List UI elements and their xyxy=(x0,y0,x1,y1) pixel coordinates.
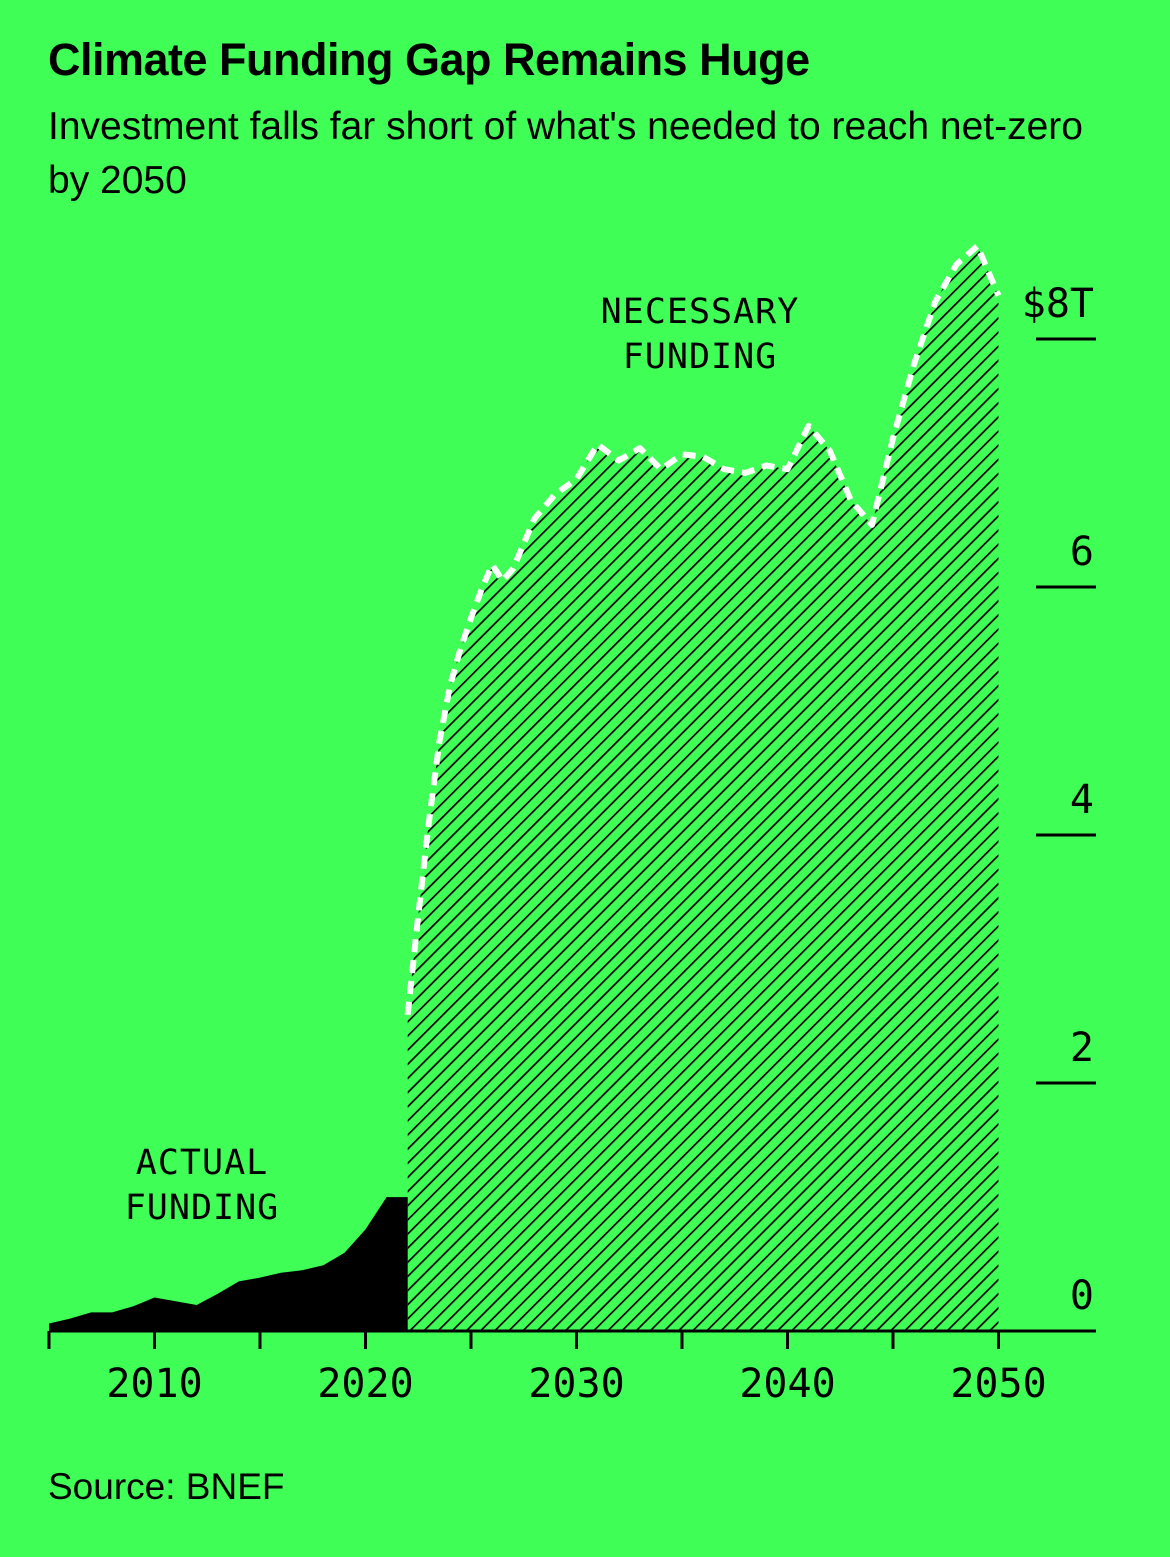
necessary-funding-area xyxy=(407,246,999,1331)
necessary-funding-line xyxy=(404,243,1002,1016)
actual-funding-label-line: ACTUAL xyxy=(136,1143,268,1183)
chart-subtitle: Investment falls far short of what's nee… xyxy=(48,105,1083,202)
actual-funding-area xyxy=(49,1197,408,1331)
x-tick-label: 2040 xyxy=(739,1361,835,1407)
y-tick-label: 2 xyxy=(1070,1025,1094,1071)
y-tick-label: 0 xyxy=(1070,1273,1094,1319)
y-tick-label: $8T xyxy=(1022,281,1094,327)
necessary-funding-label-line: NECESSARY xyxy=(601,292,800,332)
source-note: Source: BNEF xyxy=(48,1466,285,1507)
actual-funding-label: ACTUAL FUNDING xyxy=(125,1143,280,1228)
chart-title: Climate Funding Gap Remains Huge xyxy=(48,34,810,85)
x-tick-label: 2050 xyxy=(950,1361,1046,1407)
actual-funding-label-line: FUNDING xyxy=(125,1188,280,1228)
necessary-funding-label: NECESSARY FUNDING xyxy=(601,292,800,377)
y-tick-label: 6 xyxy=(1070,529,1094,575)
x-tick-label: 2020 xyxy=(317,1361,413,1407)
x-tick-label: 2030 xyxy=(528,1361,624,1407)
necessary-funding-label-line: FUNDING xyxy=(623,337,778,377)
y-tick-label: 4 xyxy=(1070,777,1094,823)
x-tick-label: 2010 xyxy=(106,1361,202,1407)
